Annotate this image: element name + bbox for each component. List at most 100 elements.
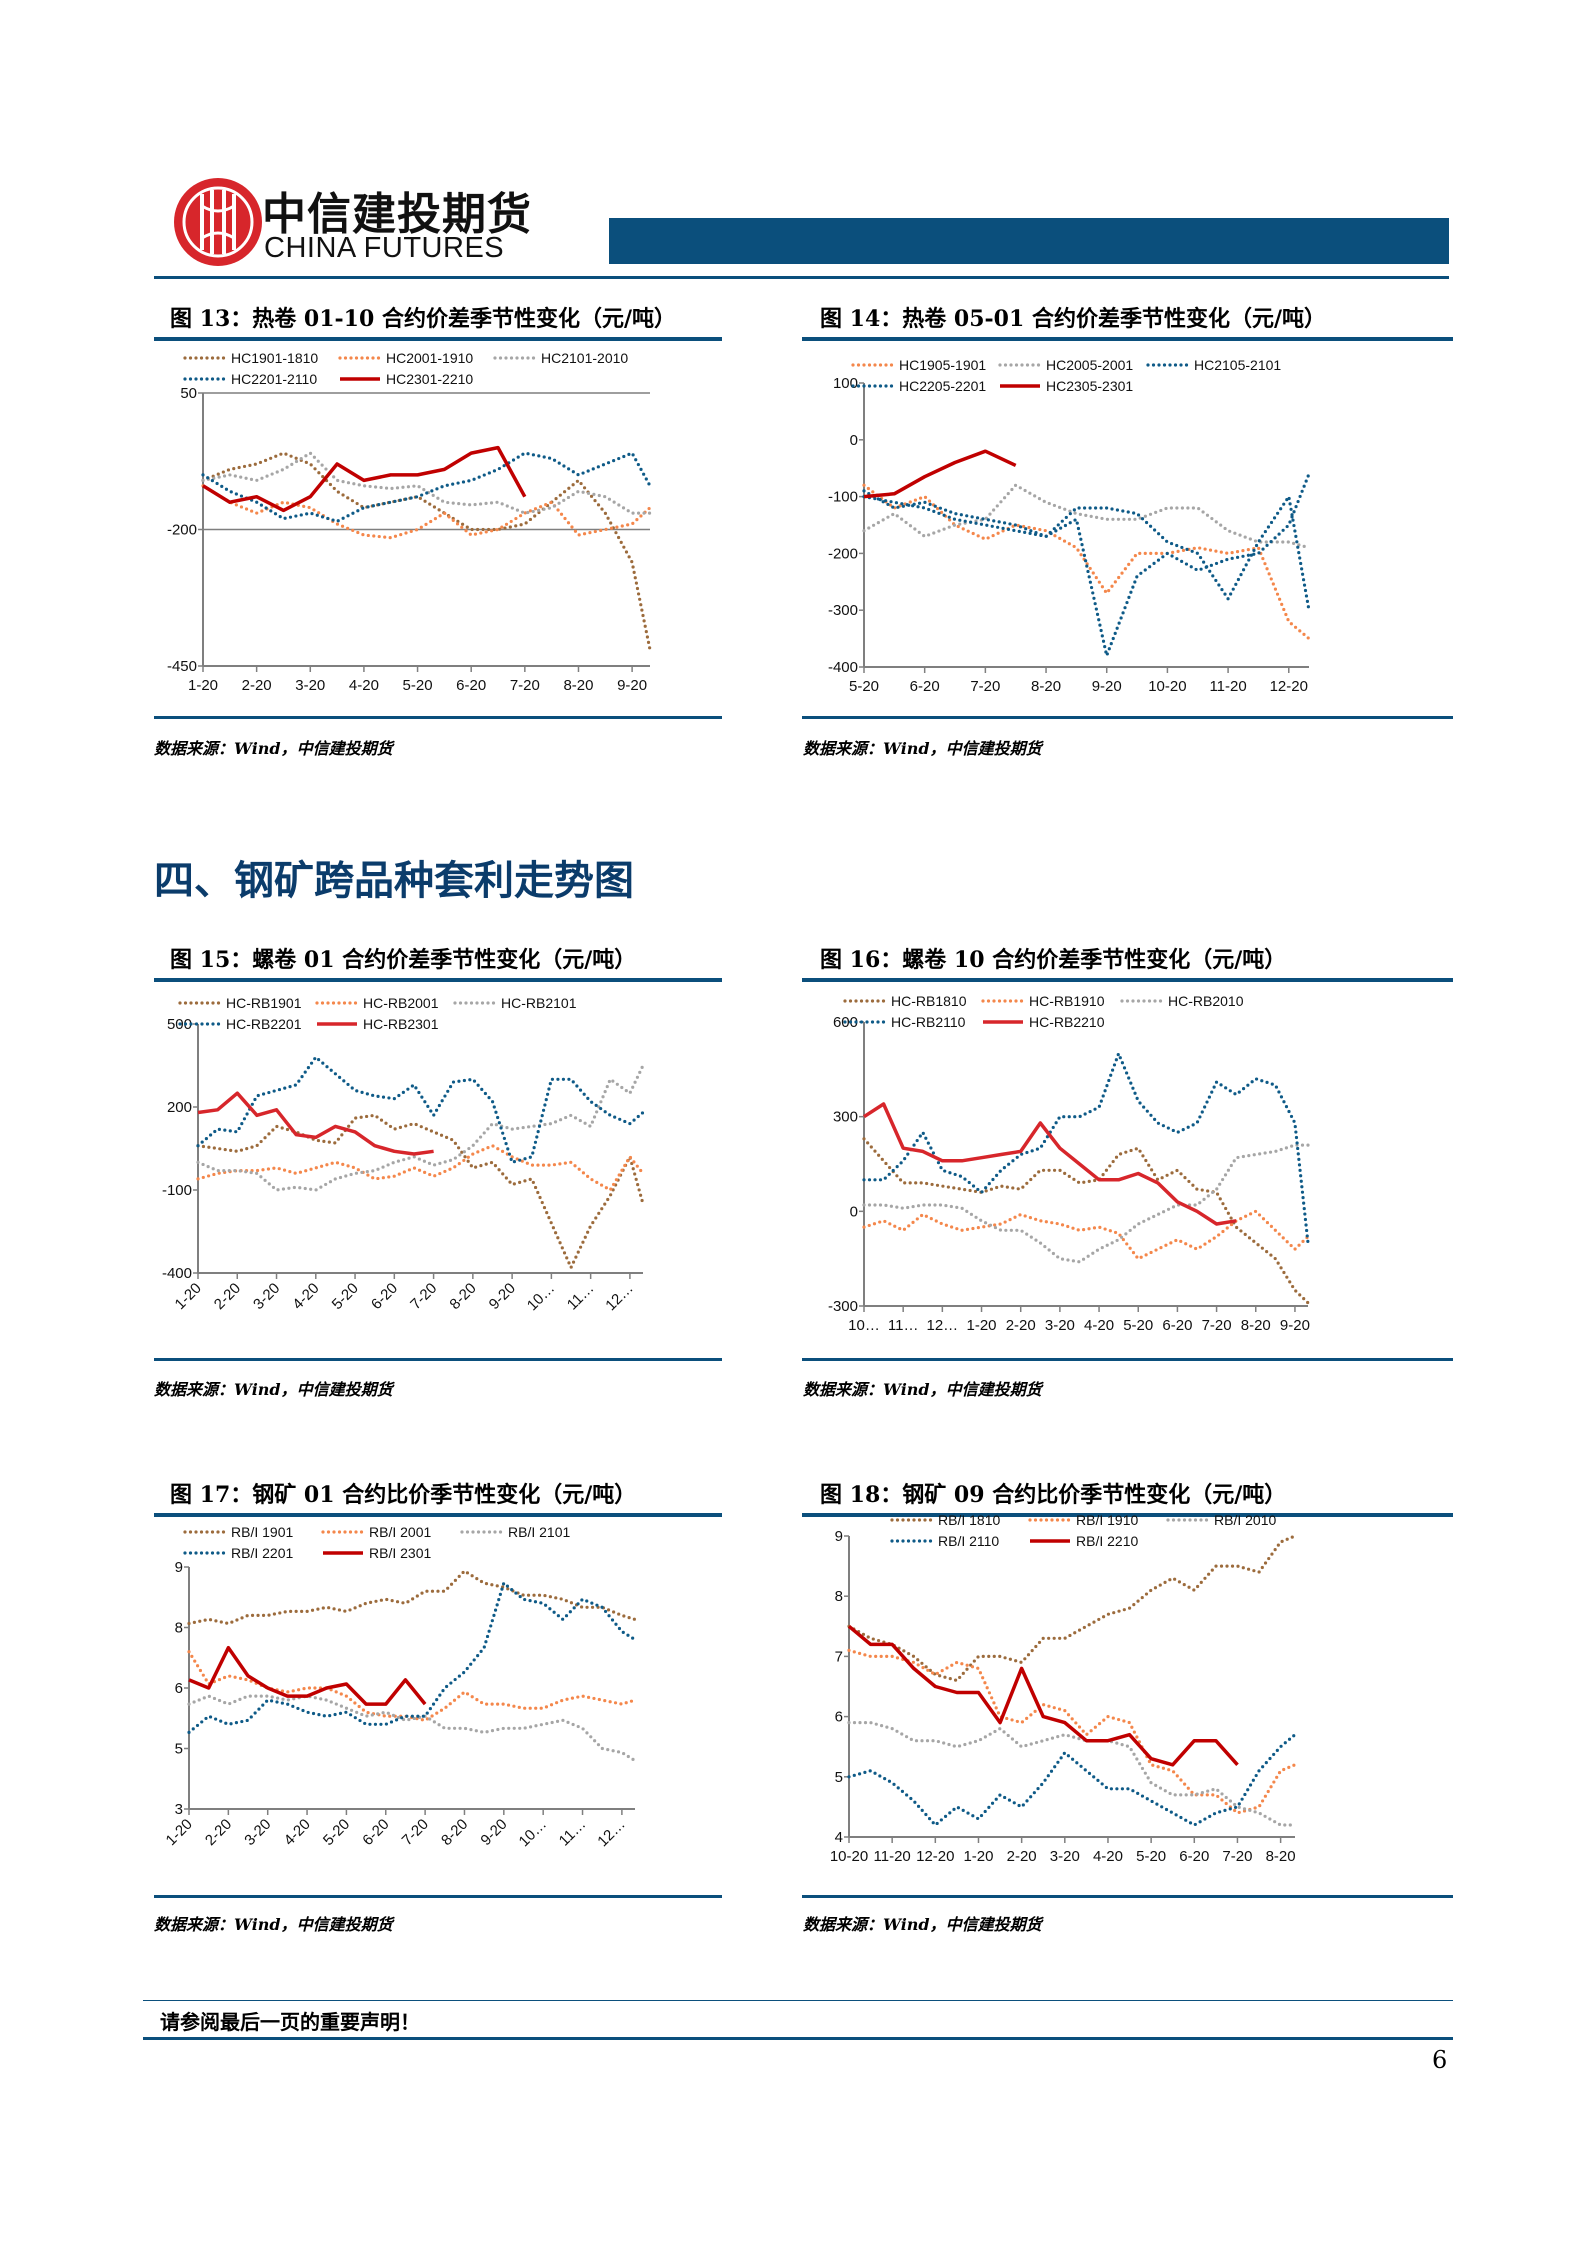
legend-label: HC2301-2210 bbox=[386, 371, 473, 387]
figure-18-bottom-rule bbox=[802, 1895, 1453, 1898]
x-tick-label: 10… bbox=[516, 1816, 550, 1850]
y-tick-label: 0 bbox=[850, 432, 858, 449]
figure-15-top-rule bbox=[154, 978, 722, 982]
x-tick-label: 4-20 bbox=[1093, 1848, 1123, 1865]
x-tick-label: 10-20 bbox=[1148, 678, 1186, 695]
series-hc-rb2210 bbox=[863, 1102, 1237, 1226]
x-tick-label: 3-20 bbox=[241, 1816, 274, 1849]
section-heading: 四、钢矿跨品种套利走势图 bbox=[154, 858, 634, 904]
series-hc2305-2301 bbox=[863, 449, 1017, 499]
y-tick-label: -300 bbox=[828, 602, 858, 619]
y-tick-label: 8 bbox=[175, 1620, 183, 1637]
x-tick-label: 7-20 bbox=[1202, 1317, 1232, 1334]
y-tick-label: -400 bbox=[828, 659, 858, 676]
figure-17-source: 数据来源：Wind，中信建投期货 bbox=[154, 1915, 393, 1934]
x-tick-label: 8-20 bbox=[1031, 678, 1061, 695]
series-hc2001-1910 bbox=[201, 484, 652, 540]
y-tick-label: 7 bbox=[835, 1648, 843, 1665]
x-tick-label: 7-20 bbox=[399, 1816, 432, 1849]
series-hc2301-2210 bbox=[202, 445, 527, 513]
legend-label: HC2101-2010 bbox=[541, 350, 628, 366]
y-tick-label: 3 bbox=[175, 1801, 183, 1818]
series-rb-i-2101 bbox=[187, 1694, 637, 1763]
chart-17: 9 8 6 5 31-20 2-20 3-20 4-20 5-20 6-20 7-20 8-20 9-2… bbox=[163, 1524, 637, 1850]
y-tick-label: -300 bbox=[828, 1298, 858, 1315]
chart-13: 50 -200 -450 1-20 2-20 3-20 4-20 5-20 6-20 7-20 8-… bbox=[167, 350, 652, 694]
figure-17-top-rule bbox=[154, 1513, 722, 1517]
series-hc-rb2001 bbox=[196, 1144, 645, 1192]
figure-16-title: 图 16：螺卷 10 合约价差季节性变化（元/吨） bbox=[820, 947, 1287, 973]
legend-label: RB/I 2110 bbox=[938, 1533, 999, 1549]
legend-label: HC-RB1810 bbox=[891, 993, 967, 1009]
series-hc-rb1901 bbox=[196, 1113, 645, 1270]
x-tick-label: 12… bbox=[602, 1280, 636, 1314]
figure-17-title: 图 17：钢矿 01 合约比价季节性变化（元/吨） bbox=[170, 1482, 637, 1508]
x-tick-label: 7-20 bbox=[970, 678, 1000, 695]
y-tick-label: -400 bbox=[162, 1265, 192, 1282]
series-hc-rb2110 bbox=[862, 1051, 1310, 1245]
x-tick-label: 7-20 bbox=[407, 1280, 440, 1313]
x-tick-label: 2-20 bbox=[1006, 1317, 1036, 1334]
y-tick-label: 5 bbox=[835, 1769, 843, 1786]
figure-13-source: 数据来源：Wind，中信建投期货 bbox=[154, 739, 393, 758]
legend-label: RB/I 1901 bbox=[231, 1524, 293, 1540]
x-tick-label: 3-20 bbox=[1045, 1317, 1075, 1334]
x-tick-label: 1-20 bbox=[172, 1280, 205, 1313]
x-tick-label: 11… bbox=[564, 1280, 598, 1314]
chart-18: 9 8 7 6 5 4 10-20 11-20 12-20 1-20 2-20 3-20 4-20 5-2… bbox=[830, 1512, 1297, 1865]
figure-16-source: 数据来源：Wind，中信建投期货 bbox=[803, 1380, 1042, 1399]
x-tick-label: 2-20 bbox=[242, 677, 272, 694]
x-tick-label: 6-20 bbox=[359, 1816, 392, 1849]
logo-chinese-name: 中信建投期货 bbox=[262, 189, 532, 240]
series-hc-rb1910 bbox=[862, 1209, 1310, 1261]
figure-15-bottom-rule bbox=[154, 1358, 722, 1361]
figure-14-bottom-rule bbox=[802, 716, 1453, 719]
x-tick-label: 2-20 bbox=[202, 1816, 235, 1849]
x-tick-label: 5-20 bbox=[329, 1280, 362, 1313]
y-tick-label: 9 bbox=[175, 1559, 183, 1576]
x-tick-label: 3-20 bbox=[250, 1280, 283, 1313]
figure-14-title: 图 14：热卷 05-01 合约价差季节性变化（元/吨） bbox=[820, 306, 1326, 332]
y-tick-label: 100 bbox=[833, 375, 858, 392]
legend-label: RB/I 2301 bbox=[369, 1545, 431, 1561]
header-divider bbox=[154, 276, 1449, 279]
x-tick-label: 5-20 bbox=[1136, 1848, 1166, 1865]
y-tick-label: -100 bbox=[162, 1182, 192, 1199]
x-tick-label: 6-20 bbox=[368, 1280, 401, 1313]
x-tick-label: 3-20 bbox=[295, 677, 325, 694]
x-tick-label: 9-20 bbox=[1092, 678, 1122, 695]
y-tick-label: 8 bbox=[835, 1588, 843, 1605]
y-tick-label: 6 bbox=[835, 1709, 843, 1726]
x-tick-label: 9-20 bbox=[617, 677, 647, 694]
x-tick-label: 4-20 bbox=[349, 677, 379, 694]
x-tick-label: 10-20 bbox=[830, 1848, 868, 1865]
figure-15-source: 数据来源：Wind，中信建投期货 bbox=[154, 1380, 393, 1399]
y-tick-label: 200 bbox=[167, 1099, 192, 1116]
figure-16-bottom-rule bbox=[802, 1358, 1453, 1361]
legend-label: HC2005-2001 bbox=[1046, 357, 1133, 373]
logo-english-name: CHINA FUTURES bbox=[264, 232, 505, 264]
legend-label: HC-RB2110 bbox=[891, 1014, 966, 1030]
x-tick-label: 8-20 bbox=[446, 1280, 479, 1313]
x-tick-label: 12-20 bbox=[916, 1848, 954, 1865]
figure-13-top-rule bbox=[154, 337, 722, 341]
x-tick-label: 2-20 bbox=[1007, 1848, 1037, 1865]
figure-13-bottom-rule bbox=[154, 716, 722, 719]
series-hc-rb2201 bbox=[196, 1055, 645, 1164]
y-tick-label: 6 bbox=[175, 1680, 183, 1697]
x-tick-label: 1-20 bbox=[967, 1317, 997, 1334]
x-tick-label: 12… bbox=[927, 1317, 959, 1334]
legend-label: RB/I 2001 bbox=[369, 1524, 431, 1540]
x-tick-label: 4-20 bbox=[1084, 1317, 1114, 1334]
legend-label: HC1905-1901 bbox=[899, 357, 986, 373]
legend-label: HC1901-1810 bbox=[231, 350, 318, 366]
x-tick-label: 6-20 bbox=[456, 677, 486, 694]
figure-18-source: 数据来源：Wind，中信建投期货 bbox=[803, 1915, 1042, 1934]
legend-label: HC2001-1910 bbox=[386, 350, 473, 366]
x-tick-label: 4-20 bbox=[289, 1280, 322, 1313]
y-tick-label: 300 bbox=[833, 1109, 858, 1126]
legend-label: HC-RB2210 bbox=[1029, 1014, 1105, 1030]
